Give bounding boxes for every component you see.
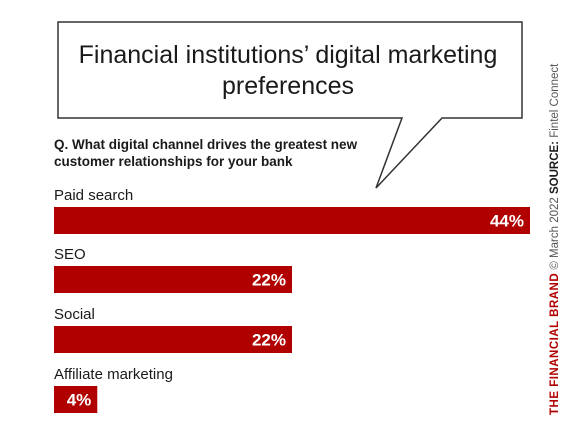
source-text: Fintel Connect xyxy=(549,63,561,138)
survey-question: Q. What digital channel drives the great… xyxy=(54,137,358,169)
category-label-paid-search: Paid search xyxy=(54,187,133,204)
value-label-seo: 22% xyxy=(252,271,286,290)
brand-name: THE FINANCIAL BRAND xyxy=(549,272,561,415)
value-label-social: 22% xyxy=(252,331,286,350)
value-label-affiliate-marketing: 4% xyxy=(67,391,92,410)
category-label-seo: SEO xyxy=(54,246,86,263)
bar-paid-search xyxy=(54,207,530,234)
value-label-paid-search: 44% xyxy=(490,212,524,231)
bar-social xyxy=(54,326,292,353)
copyright-text: © March 2022 xyxy=(549,197,561,270)
bar-affiliate-marketing xyxy=(54,386,98,413)
speech-bubble-outline xyxy=(57,21,523,189)
chart-title: Financial institutions’ digital marketin… xyxy=(78,41,498,100)
bar-seo xyxy=(54,266,292,293)
category-label-social: Social xyxy=(54,306,95,323)
source-label: SOURCE: xyxy=(549,140,561,195)
category-label-affiliate-marketing: Affiliate marketing xyxy=(54,366,173,383)
source-credit: THE FINANCIAL BRAND © March 2022 SOURCE:… xyxy=(548,64,562,415)
